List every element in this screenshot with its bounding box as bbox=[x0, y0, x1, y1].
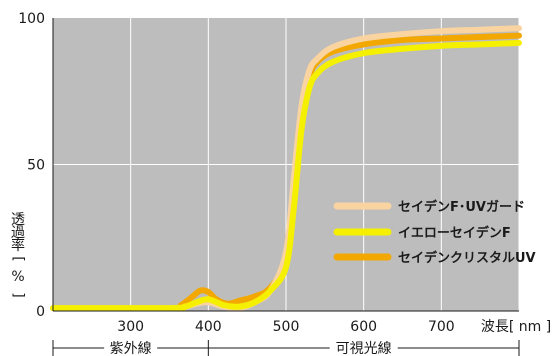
y-tick-label: 50 bbox=[27, 158, 45, 174]
legend-label: イエローセイデンF bbox=[398, 225, 511, 241]
legend-label: セイデンF･UVガード bbox=[398, 199, 525, 215]
x-tick-label: 600 bbox=[350, 319, 377, 335]
y-axis-label-char: ] bbox=[10, 292, 26, 297]
region-label: 紫外線 bbox=[110, 341, 152, 356]
series-group bbox=[50, 25, 522, 312]
y-tick-label: 100 bbox=[18, 11, 45, 27]
x-axis-label: 波長[ nm ] bbox=[481, 319, 551, 335]
y-axis-label-char: 過 bbox=[11, 225, 25, 241]
y-axis-label-char: 率 bbox=[11, 237, 25, 254]
wavelength-regions: 紫外線 可視光線 bbox=[52, 340, 520, 356]
x-tick-label: 700 bbox=[428, 319, 455, 335]
x-tick-label: 400 bbox=[195, 319, 222, 335]
legend-label: セイデンクリスタルUV bbox=[398, 250, 536, 266]
y-axis-label-char: [ bbox=[10, 256, 26, 261]
grid bbox=[53, 18, 520, 311]
x-tick-label: 500 bbox=[273, 319, 300, 335]
axes: 0 50 100 300 400 500 600 700 波長[ nm ] 透過率 [ % ] bbox=[10, 11, 551, 335]
y-axis-label-char: % bbox=[11, 269, 24, 285]
y-tick-label: 0 bbox=[36, 304, 45, 320]
region-label: 可視光線 bbox=[336, 341, 392, 356]
series-line-2 bbox=[50, 39, 522, 312]
x-tick-label: 300 bbox=[117, 319, 144, 335]
y-axis-label-char: 透 bbox=[11, 212, 25, 228]
